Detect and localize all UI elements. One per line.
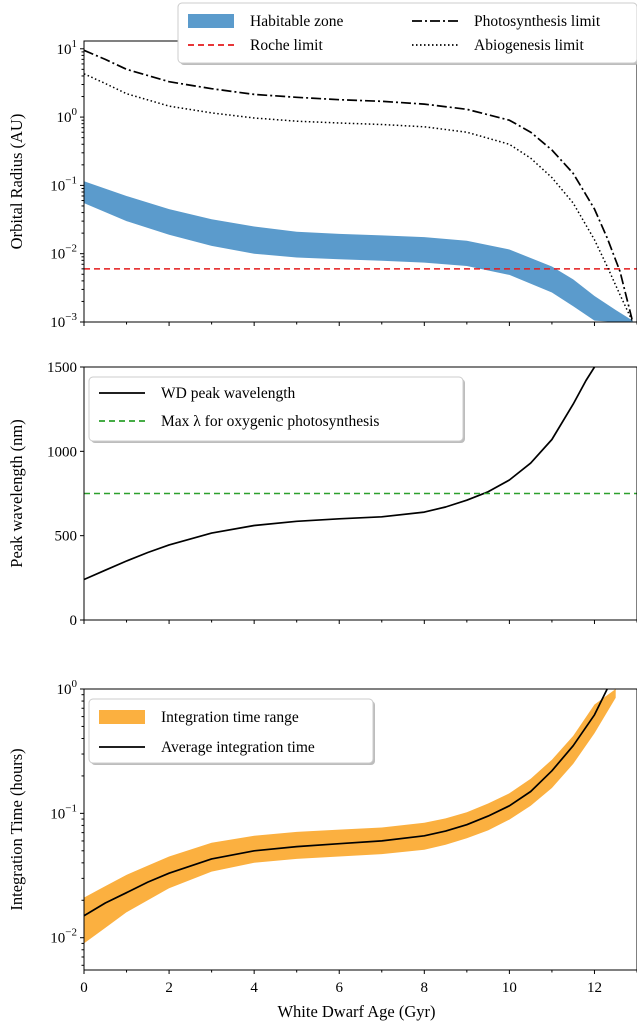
y-tick-label: 10−1 [50,174,77,194]
legend-label: Average integration time [161,739,315,756]
legend-box [88,698,374,764]
y-tick-label: 101 [57,38,78,58]
x-tick-label: 2 [165,980,173,996]
x-tick-label: 0 [80,980,88,996]
legend-label: Roche limit [250,37,323,54]
line-photosynthesis-limit [84,49,634,322]
y-tick-label: 100 [57,678,78,698]
axes-frame [83,688,637,971]
y-axis-label: Peak wavelength (nm) [7,419,26,567]
y-tick-label: 0 [70,613,78,629]
y-axis-label: Integration Time (hours) [7,748,26,910]
x-axis-label: White Dwarf Age (Gyr) [277,1002,435,1021]
legend-box [88,376,464,442]
line-wd-peak-wavelength [84,367,596,581]
legend-box [177,2,637,64]
x-tick-label: 10 [502,980,517,996]
plot-area [84,367,637,581]
legend-label: Photosynthesis limit [474,13,601,30]
x-tick-label: 8 [421,980,429,996]
y-tick-label: 10−1 [50,802,77,822]
chart-panel-3: 100 10−1 10−2 0 2 4 6 8 10 12 Integration Time (ho… [7,678,637,1021]
y-tick-label: 1500 [47,360,77,376]
legend-label: Integration time range [161,709,299,726]
plot-area [84,689,616,944]
legend-label: Abiogenesis limit [474,37,584,54]
legend-label: Max λ for oxygenic photosynthesis [161,413,379,430]
x-tick-label: 6 [335,980,343,996]
band-integration-time-range [84,689,616,944]
y-tick-label: 10−2 [50,243,77,263]
chart-panel-2: 0 500 1000 1500 Peak wavelength (nm) WD peak … [7,360,637,629]
legend-swatch [99,710,145,724]
y-tick-label: 500 [55,529,78,545]
legend-label: WD peak wavelength [161,385,296,402]
line-average-integration-time [84,689,608,917]
y-tick-label: 100 [57,106,78,126]
y-tick-label: 10−2 [50,927,77,947]
band-habitable-zone [84,181,633,322]
legend: Habitable zone Photosynthesis limit Roche … [177,2,637,65]
y-axis-label: Orbital Radius (AU) [7,114,26,250]
legend: WD peak wavelength Max λ for oxygenic pho… [88,376,465,443]
legend-swatch [188,14,234,28]
legend-label: Habitable zone [250,13,344,30]
legend: Integration time range Average integratio… [88,698,375,765]
line-abiogenesis-limit [84,73,634,322]
x-tick-label: 4 [250,980,258,996]
axes-frame [83,366,637,621]
chart-panel-1: 101 100 10−1 10−2 10−3 Orbital Radius (AU) Hab… [7,2,637,331]
y-tick-label: 1000 [47,444,77,460]
y-tick-label: 10−3 [50,311,77,331]
x-tick-label: 12 [587,980,602,996]
plot-area [84,49,637,322]
